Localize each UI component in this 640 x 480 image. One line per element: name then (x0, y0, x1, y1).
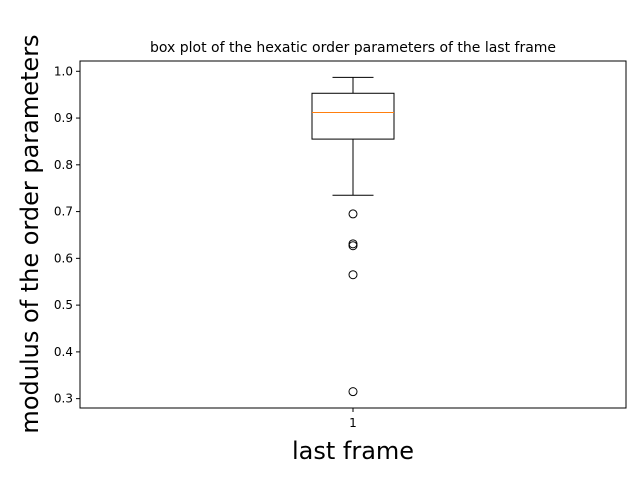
x-axis-label: last frame (292, 437, 414, 465)
y-tick-label: 1.0 (54, 64, 73, 78)
iqr-box (311, 92, 395, 140)
outlier-point (348, 241, 358, 251)
outlier-point (348, 239, 358, 249)
box-series (311, 76, 395, 397)
box-group (311, 76, 395, 397)
x-axis-ticks: 1 (349, 408, 357, 430)
y-axis-label: modulus of the order parameters (16, 34, 44, 433)
outlier-point (348, 270, 358, 280)
plot-area: 0.3 0.4 0.5 0.6 0.7 0.8 0.9 1.0 1 (54, 60, 627, 430)
axes-frame (79, 60, 627, 409)
y-tick-label: 0.3 (54, 392, 73, 406)
y-tick-label: 0.4 (54, 345, 73, 359)
outlier-point (348, 387, 358, 397)
y-axis-ticks: 0.3 0.4 0.5 0.6 0.7 0.8 0.9 1.0 (54, 64, 80, 406)
y-tick-label: 0.8 (54, 158, 73, 172)
outlier-point (348, 209, 358, 219)
y-tick-label: 0.6 (54, 251, 73, 265)
y-tick-label: 0.9 (54, 111, 73, 125)
x-tick-label: 1 (349, 416, 357, 430)
chart-title: box plot of the hexatic order parameters… (150, 40, 556, 56)
y-tick-label: 0.5 (54, 298, 73, 312)
y-tick-label: 0.7 (54, 205, 73, 219)
